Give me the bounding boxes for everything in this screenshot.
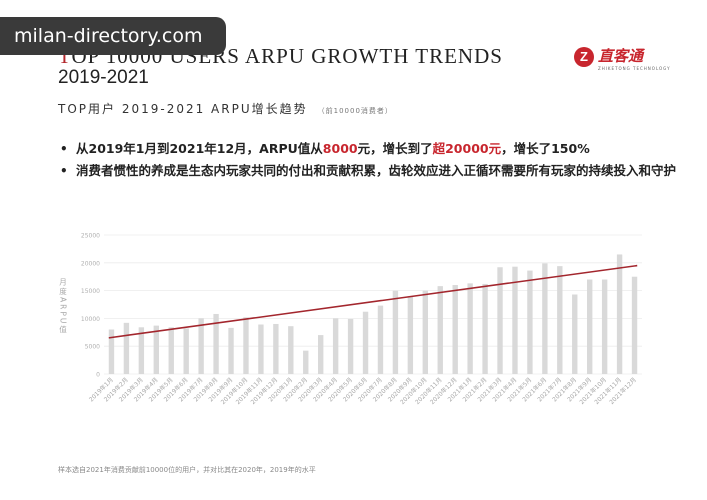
bar [258,324,264,374]
logo-mark-icon: Z [574,47,594,67]
bar [318,335,324,374]
bar [601,279,608,374]
bar [138,327,145,374]
bullet-text: 消费者惯性的养成是生态内玩家共同的付出和贡献积累，齿轮效应进入正循环需要所有玩家… [76,163,677,178]
logo-name: 直客通 [598,47,644,65]
bullet-item: • 从2019年1月到2021年12月，ARPU值从8000元，增长到了超2000… [60,138,680,160]
bar [437,286,443,374]
watermark-banner: milan-directory.com [0,17,226,55]
bar [482,283,488,374]
bar [362,311,369,374]
subtitle: TOP用户 2019-2021 ARPU增长趋势 （前10000消费者） [58,100,393,117]
bullet-dot-icon: • [60,142,68,156]
bar [228,327,234,374]
y-tick-label: 25000 [81,233,100,240]
y-axis-label: 月度ARPU值 [58,278,67,335]
logo-subtext: ZHIKETONG TECHNOLOGY [598,66,671,71]
y-tick-label: 5000 [85,344,100,351]
bar [557,266,563,374]
bar [467,283,473,374]
bar [527,270,533,374]
bar [422,290,428,374]
company-logo: Z 直客通 ZHIKETONG TECHNOLOGY [574,45,670,77]
bullet-highlight: 超20000元 [432,141,502,156]
bar [273,323,279,374]
bar [288,326,294,374]
bar [497,267,503,374]
y-tick-label: 0 [96,372,100,379]
bar [303,350,309,374]
bar [332,318,339,374]
bar [572,294,578,374]
trend-line [108,264,638,339]
bullet-list: • 从2019年1月到2021年12月，ARPU值从8000元，增长到了超2000… [60,138,680,182]
bar [616,254,623,374]
bullet-text: 从2019年1月到2021年12月，ARPU值从 [76,141,323,156]
bar [392,290,399,374]
title-years: 2019-2021 [58,67,149,88]
bar [631,276,638,374]
bar [243,317,249,374]
y-tick-label: 10000 [81,316,100,323]
y-tick-label: 15000 [81,288,100,295]
bar [407,296,414,374]
bullet-text: ，增长了150% [501,141,590,156]
bar [452,285,458,374]
bar [213,313,219,374]
subtitle-note: （前10000消费者） [317,107,393,115]
bar [512,266,518,374]
bar [168,327,174,374]
y-tick-label: 20000 [81,260,100,267]
bar [542,263,548,374]
bullet-text: 元，增长到了 [357,141,433,156]
subtitle-text: TOP用户 2019-2021 ARPU增长趋势 [58,102,308,116]
bar [347,318,354,374]
arpu-bar-chart: 0500010000150002000025000月度ARPU值2019年1月2… [58,233,642,406]
bullet-highlight: 8000 [322,141,358,156]
bar [377,305,384,374]
bar [108,329,115,374]
bar [123,322,130,374]
bar [587,279,593,374]
bar [198,318,204,374]
footnote: 样本选自2021年消费贡献前10000位的用户，并对比其在2020年，2019年… [58,466,316,474]
bullet-dot-icon: • [60,164,68,178]
bar [153,325,159,374]
bar [183,328,189,374]
bullet-item: • 消费者惯性的养成是生态内玩家共同的付出和贡献积累，齿轮效应进入正循环需要所有玩… [60,160,680,182]
